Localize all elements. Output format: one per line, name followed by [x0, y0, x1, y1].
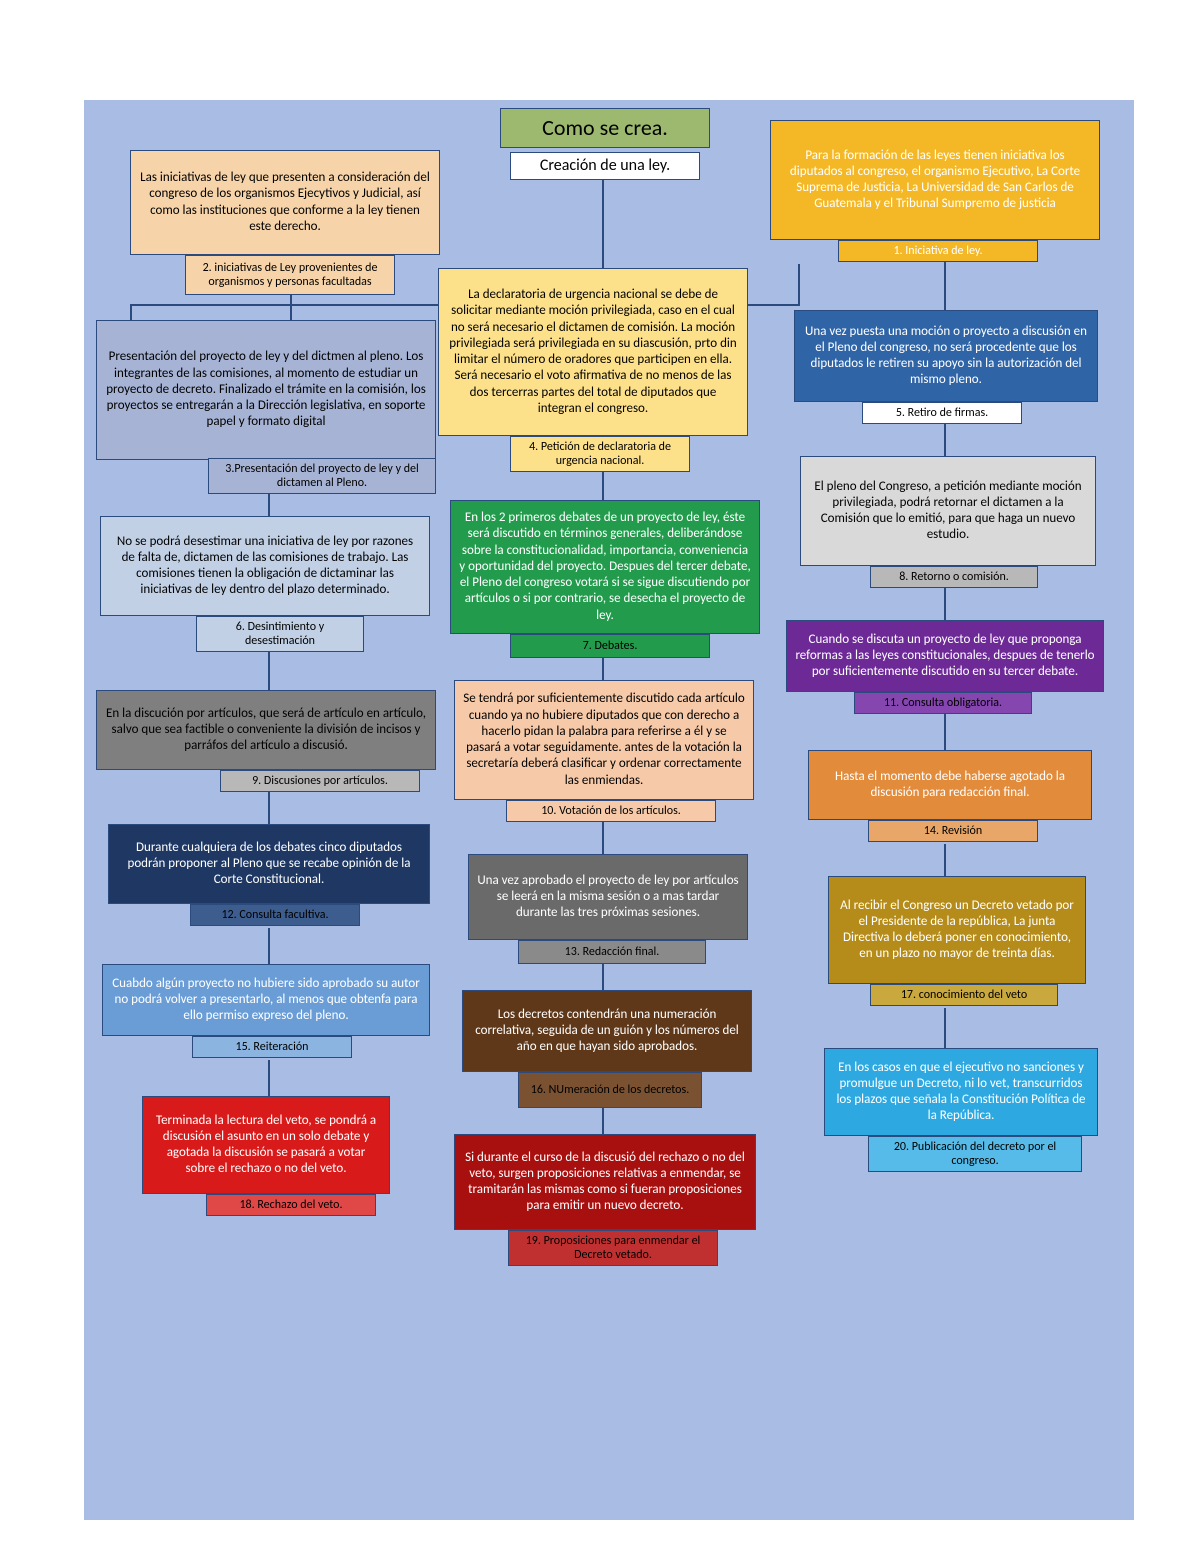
- node-label-n5: 5. Retiro de firmas.: [862, 402, 1022, 424]
- connector-line: [944, 714, 946, 750]
- node-label-n2: 2. iniciativas de Ley provenientes de or…: [185, 255, 395, 295]
- node-body-n14: Hasta el momento debe haberse agotado la…: [808, 750, 1092, 820]
- node-label-n17: 17. conocimiento del veto: [870, 984, 1058, 1006]
- node-label-n1: 1. Iniciativa de ley.: [838, 240, 1038, 262]
- node-label-n10: 10. Votación de los artículos.: [506, 800, 716, 822]
- connector-line: [602, 822, 604, 854]
- diagram-subtitle: Creación de una ley.: [510, 152, 700, 180]
- connector-line: [602, 658, 604, 680]
- node-label-n18: 18. Rechazo del veto.: [206, 1194, 376, 1216]
- connector-line: [602, 180, 604, 268]
- node-body-n6: No se podrá desestimar una iniciativa de…: [100, 516, 430, 616]
- node-body-n3: Presentación del proyecto de ley y del d…: [96, 320, 436, 460]
- connector-line: [268, 494, 270, 516]
- node-body-n7: En los 2 primeros debates de un proyecto…: [450, 500, 760, 634]
- diagram-canvas: Como se crea. Creación de una ley. Para …: [0, 0, 1200, 1553]
- connector-line: [268, 652, 270, 690]
- node-body-n20: En los casos en que el ejecutivo no sanc…: [824, 1048, 1098, 1136]
- node-body-n9: En la discución por artículos, que será …: [96, 690, 436, 770]
- node-body-n16: Los decretos contendrán una numeración c…: [462, 990, 752, 1072]
- connector-line: [944, 588, 946, 620]
- node-body-n8: El pleno del Congreso, a petición median…: [800, 456, 1096, 566]
- node-body-n18: Terminada la lectura del veto, se pondrá…: [142, 1096, 390, 1194]
- node-label-n15: 15. Reiteración: [192, 1036, 352, 1058]
- node-label-n19: 19. Proposiciones para enmendar el Decre…: [508, 1230, 718, 1266]
- node-body-n2: Las iniciativas de ley que presenten a c…: [130, 150, 440, 255]
- connector-line: [130, 304, 132, 320]
- node-label-n6: 6. Desintimiento y desestimación: [196, 616, 364, 652]
- node-body-n17: Al recibir el Congreso un Decreto vetado…: [828, 876, 1086, 984]
- connector-line: [268, 928, 270, 964]
- node-body-n19: Si durante el curso de la discusió del r…: [454, 1134, 756, 1230]
- node-body-n1: Para la formación de las leyes tienen in…: [770, 120, 1100, 240]
- connector-line: [944, 844, 946, 876]
- connector-line: [602, 1108, 604, 1134]
- node-body-n12: Durante cualquiera de los debates cinco …: [108, 824, 430, 904]
- connector-line: [944, 262, 946, 310]
- node-label-n13: 13. Redacción final.: [518, 940, 706, 964]
- connector-line: [798, 264, 800, 306]
- node-label-n12: 12. Consulta facultiva.: [190, 904, 360, 926]
- connector-line: [268, 1060, 270, 1096]
- node-body-n4: La declaratoria de urgencia nacional se …: [438, 268, 748, 436]
- connector-line: [944, 1008, 946, 1048]
- node-label-n16: 16. NUmeración de los decretos.: [518, 1072, 702, 1108]
- node-body-n13: Una vez aprobado el proyecto de ley por …: [468, 854, 748, 940]
- diagram-title: Como se crea.: [500, 108, 710, 148]
- node-label-n4: 4. Petición de declaratoria de urgencia …: [510, 436, 690, 472]
- node-label-n9: 9. Discusiones por artículos.: [220, 770, 420, 792]
- connector-line: [944, 424, 946, 456]
- node-body-n10: Se tendrá por suficientemente discutido …: [454, 680, 754, 800]
- node-label-n20: 20. Publicación del decreto por el congr…: [868, 1136, 1082, 1172]
- connector-line: [602, 964, 604, 990]
- node-label-n7: 7. Debates.: [510, 634, 710, 658]
- node-body-n15: Cuabdo algún proyecto no hubiere sido ap…: [102, 964, 430, 1036]
- node-label-n8: 8. Retorno o comisión.: [870, 566, 1038, 588]
- node-label-n3: 3.Presentación del proyecto de ley y del…: [208, 458, 436, 494]
- node-label-n14: 14. Revisión: [868, 820, 1038, 842]
- node-body-n5: Una vez puesta una moción o proyecto a d…: [794, 310, 1098, 402]
- connector-line: [602, 472, 604, 500]
- connector-line: [268, 792, 270, 824]
- node-body-n11: Cuando se discuta un proyecto de ley que…: [786, 620, 1104, 692]
- node-label-n11: 11. Consulta obligatoria.: [854, 692, 1032, 714]
